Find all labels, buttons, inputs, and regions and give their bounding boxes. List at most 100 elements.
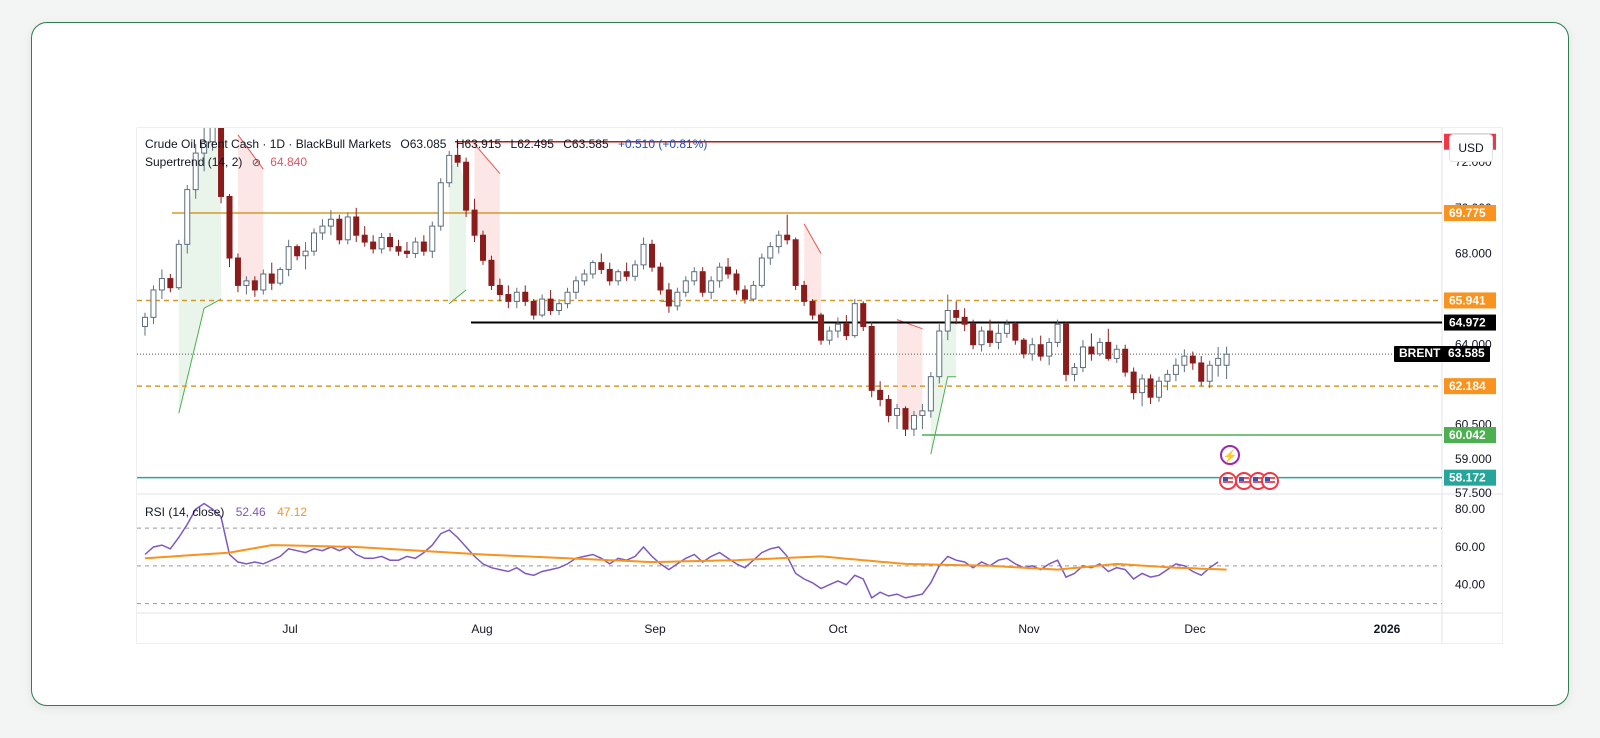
candle-body [209, 128, 216, 143]
chart-canvas[interactable]: 72.00070.00068.00064.00060.50059.00057.5… [137, 128, 1502, 643]
candle-body [336, 218, 343, 241]
candle-body [370, 241, 377, 250]
candle-body [268, 273, 275, 284]
candle-body [243, 280, 250, 286]
level-badge-label: 64.972 [1449, 316, 1486, 330]
candle-body [1164, 373, 1171, 382]
time-tick-label: Dec [1184, 622, 1205, 636]
candle-body [564, 291, 571, 305]
candle-body [1012, 323, 1019, 341]
rsi-tick-label: 40.00 [1455, 578, 1485, 592]
candle-body [142, 316, 148, 327]
time-tick-label: Jul [282, 622, 297, 636]
candle-body [1198, 362, 1205, 382]
candle-body [581, 273, 588, 282]
candle-body [589, 262, 596, 275]
candle-body [826, 330, 833, 341]
candle-body [598, 262, 605, 270]
candle-body [1113, 348, 1120, 359]
candle-body [1130, 371, 1137, 394]
candle-body [1156, 380, 1162, 398]
candle-body [437, 182, 444, 227]
candle-body [311, 232, 317, 252]
candle-body [1215, 357, 1222, 366]
candle-body [1189, 355, 1196, 364]
candle-body [843, 323, 850, 337]
candle-body [319, 225, 326, 234]
time-tick-label: Oct [829, 622, 848, 636]
candle-body [632, 264, 639, 277]
level-badge-label: 60.042 [1449, 428, 1486, 442]
candle-body [1172, 364, 1179, 375]
supertrend-down-fill [474, 144, 500, 290]
candle-body [234, 257, 241, 286]
supertrend-up-fill [449, 158, 467, 304]
rsi-tick-label: 80.00 [1455, 502, 1485, 516]
candle-body [758, 257, 765, 286]
candle-body [403, 250, 410, 254]
candle-body [572, 280, 579, 293]
candle-body [547, 298, 554, 311]
candle-body [970, 323, 977, 346]
candle-body [327, 218, 334, 227]
candle-body [251, 280, 258, 291]
candle-body [496, 284, 503, 296]
brent-tag: BRENT [1394, 346, 1446, 362]
rsi-tick-label: 60.00 [1455, 540, 1485, 554]
level-badge-label: 62.184 [1449, 379, 1486, 393]
candle-body [167, 278, 174, 289]
candle-body [218, 128, 225, 197]
currency-button[interactable]: USD [1449, 134, 1493, 162]
supertrend-up-line [178, 298, 222, 414]
candle-body [809, 300, 816, 316]
candle-body [192, 152, 199, 191]
candle-body [1105, 341, 1112, 359]
candle-body [936, 330, 943, 378]
candle-body [606, 268, 613, 282]
level-badge [1444, 427, 1496, 444]
candle-body [302, 250, 309, 257]
candle-body [150, 289, 157, 318]
candle-body [733, 273, 740, 291]
candle-body [1079, 346, 1086, 369]
last-price-badge: 63.585 [1443, 346, 1490, 362]
lightning-event-icon[interactable]: ⚡ [1220, 445, 1240, 465]
candle-body [682, 280, 689, 293]
candle-body [834, 323, 841, 332]
candle-body [277, 268, 284, 284]
supertrend-down-line [803, 223, 822, 254]
candle-body [801, 284, 808, 302]
candle-body [699, 271, 706, 293]
candle-body [767, 246, 774, 259]
candle-body [420, 241, 427, 252]
time-tick-label: Nov [1018, 622, 1039, 636]
level-badge [1444, 314, 1496, 331]
supertrend-down-line [237, 134, 264, 170]
time-tick-label: Sep [644, 622, 666, 636]
candle-body [944, 310, 951, 332]
candle-body [987, 330, 993, 343]
candle-body [1029, 344, 1036, 355]
supertrend-down-fill [897, 319, 923, 423]
supertrend-down-fill [804, 223, 821, 328]
candle-body [158, 278, 165, 291]
us-flag-icon[interactable] [1261, 472, 1279, 490]
candle-body [741, 289, 748, 300]
candle-body [1046, 341, 1053, 357]
candle-body [775, 234, 782, 248]
candle-body [1088, 346, 1095, 355]
candle-body [353, 216, 360, 236]
candle-body [885, 398, 892, 416]
supertrend-down-fill [237, 134, 264, 286]
candle-body [1122, 348, 1129, 373]
candle-body [961, 316, 968, 325]
candle-body [665, 289, 672, 307]
candle-body [1139, 378, 1146, 394]
candle-body [471, 209, 478, 236]
candle-body [226, 195, 233, 259]
chart-card: 72.00070.00068.00064.00060.50059.00057.5… [31, 22, 1569, 706]
tradingview-chart[interactable]: 72.00070.00068.00064.00060.50059.00057.5… [136, 127, 1503, 644]
rsi-ma-line [144, 544, 1227, 571]
level-badge [1444, 469, 1496, 486]
candle-body [716, 266, 723, 282]
